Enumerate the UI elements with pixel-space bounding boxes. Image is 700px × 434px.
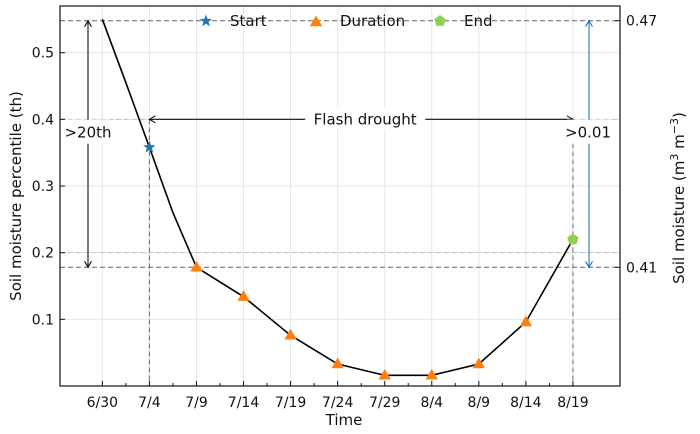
markers: [143, 140, 579, 380]
recovery-arrow-head-up: [585, 19, 593, 27]
duration-marker: [472, 357, 485, 369]
y-tick-label: 0.3: [32, 179, 54, 195]
duration-marker: [190, 260, 203, 272]
duration-marker: [378, 368, 391, 380]
duration-label-bg: [305, 107, 426, 130]
y2-label-sup-1: 3: [668, 154, 681, 161]
x-axis-label: Time: [325, 411, 363, 429]
duration-label: Flash drought: [314, 110, 417, 128]
x-tick-label: 8/4: [420, 395, 443, 411]
legend-end-icon: [434, 15, 446, 26]
recovery-arrow-head-down: [585, 261, 593, 269]
x-tick-label: 7/29: [369, 395, 400, 411]
y2-label-close: ): [670, 112, 688, 118]
x-tick-label: 8/9: [468, 395, 491, 411]
y2-tick-label: 0.47: [626, 14, 657, 30]
end-marker: [567, 233, 579, 245]
threshold-arrow-left-head-up: [84, 19, 92, 27]
duration-arrow-head-left: [148, 115, 156, 124]
x-tick-label: 7/9: [185, 395, 208, 411]
y-tick-label: 0.1: [32, 312, 54, 328]
y-tick-label: 0.4: [32, 112, 54, 128]
x-tick-label: 7/4: [138, 395, 161, 411]
x-tick-label: 7/19: [275, 395, 306, 411]
legend: Start Duration End: [199, 12, 493, 30]
duration-marker: [284, 328, 297, 340]
x-tick-label: 7/14: [228, 395, 260, 411]
start-marker: [143, 140, 156, 153]
y-axis-label: Soil moisture percentile (th): [7, 91, 25, 301]
threshold-label-bg: [66, 119, 110, 144]
axes: 6/30 7/4 7/9 7/14 7/19 7/24 7/29 8/4 8/9 8/14 8/19…: [7, 5, 688, 429]
legend-duration-icon: [309, 15, 323, 27]
y2-axis-label: Soil moisture (m3 m−3): [668, 112, 688, 284]
x-tick-label: 8/14: [510, 395, 542, 411]
plot-frame: [59, 5, 621, 387]
threshold-arrow-left-head-down: [84, 261, 92, 269]
recovery-label-bg: [567, 119, 611, 144]
legend-label-end: End: [464, 12, 493, 30]
y2-label-sup-2: −3: [668, 118, 681, 134]
duration-marker: [425, 368, 438, 380]
legend-label-start: Start: [230, 12, 267, 30]
y-tick-label: 0.2: [32, 246, 54, 262]
y-tick-label: 0.5: [32, 46, 54, 62]
y2-label-base: Soil moisture (m: [670, 161, 688, 284]
legend-start-icon: [199, 14, 213, 27]
x-tick-label: 7/24: [322, 395, 354, 411]
grid: [60, 6, 620, 386]
duration-marker: [331, 357, 344, 369]
legend-label-duration: Duration: [340, 12, 405, 30]
reference-lines: [60, 20, 620, 386]
threshold-label-left: >20th: [64, 124, 111, 142]
y2-label-unit: m: [670, 134, 688, 153]
x-tick-label: 6/30: [87, 395, 118, 411]
annotations: >20th Flash drought >0.01: [64, 19, 611, 269]
duration-marker: [237, 290, 250, 301]
x-tick-label: 8/19: [557, 395, 588, 411]
y2-tick-label: 0.41: [626, 260, 657, 276]
recovery-label: >0.01: [565, 124, 611, 142]
duration-marker: [519, 315, 533, 327]
